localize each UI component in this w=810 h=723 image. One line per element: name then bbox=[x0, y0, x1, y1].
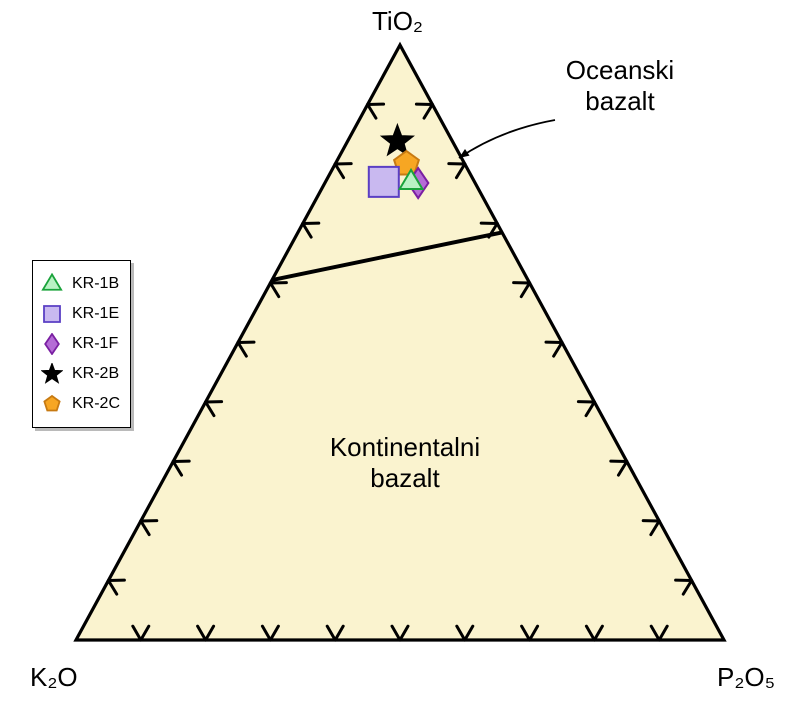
legend-item-KR-2C: KR-2C bbox=[41, 389, 120, 419]
legend-swatch-KR-1F bbox=[41, 333, 63, 355]
legend-swatch-KR-2B bbox=[41, 363, 63, 385]
legend-swatch-KR-2C bbox=[41, 393, 63, 415]
ternary-chart: TiO₂ K₂O P₂O₅ Oceanski bazalt Kontinenta… bbox=[0, 0, 810, 723]
apex-label-top: TiO₂ bbox=[372, 6, 423, 37]
legend-label: KR-2C bbox=[72, 395, 120, 413]
callout-arrow bbox=[459, 120, 555, 158]
legend-swatch-KR-1B bbox=[41, 273, 63, 295]
legend-item-KR-1B: KR-1B bbox=[41, 269, 120, 299]
legend-label: KR-1F bbox=[72, 335, 118, 353]
legend-item-KR-2B: KR-2B bbox=[41, 359, 120, 389]
region-label-continental: Kontinentalni bazalt bbox=[300, 432, 510, 494]
legend-label: KR-1E bbox=[72, 305, 119, 323]
legend-swatch-KR-1E bbox=[41, 303, 63, 325]
apex-label-left: K₂O bbox=[30, 662, 78, 693]
legend-label: KR-1B bbox=[72, 275, 119, 293]
region-label-ocean: Oceanski bazalt bbox=[520, 55, 720, 117]
point-KR-1E bbox=[369, 167, 399, 197]
legend: KR-1B KR-1E KR-1F KR-2B KR-2C bbox=[32, 260, 131, 428]
legend-item-KR-1E: KR-1E bbox=[41, 299, 120, 329]
apex-label-right: P₂O₅ bbox=[717, 662, 775, 693]
legend-item-KR-1F: KR-1F bbox=[41, 329, 120, 359]
legend-label: KR-2B bbox=[72, 365, 119, 383]
